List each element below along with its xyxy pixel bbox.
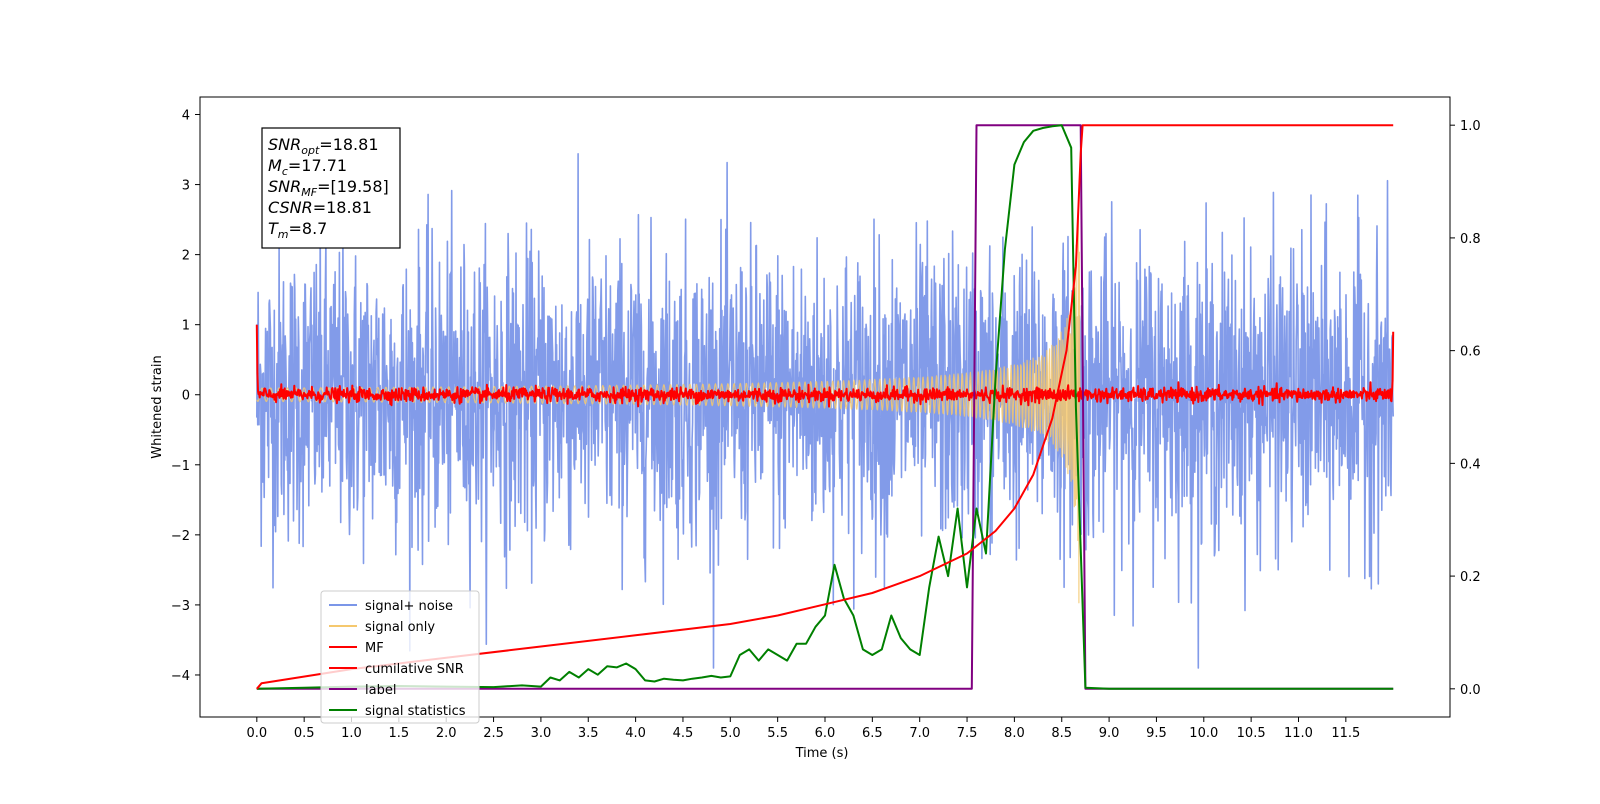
y-tick-label-left: 4 (182, 109, 190, 124)
annotation-line: SNRMF=[19.58] (268, 177, 389, 199)
x-tick-label: 11.5 (1331, 726, 1360, 741)
y-ticks-right: 1.0 0.8 0.6 0.4 0.2 0.0 (1450, 119, 1481, 698)
annotation-frame (261, 127, 401, 249)
y-tick-label-right: 0.0 (1460, 683, 1481, 698)
x-tick-label: 9.0 (1099, 726, 1120, 741)
x-tick-label: 1.0 (341, 726, 362, 741)
x-tick-label: 0.5 (294, 726, 315, 741)
y-tick-label-left: 3 (182, 179, 190, 194)
legend: signal+ noise signal only MF cumilative SNR… (320, 590, 480, 724)
annotation-line: Tm=8.7 (268, 219, 327, 241)
x-tick-label: 4.5 (673, 726, 694, 741)
series-mf (255, 324, 1395, 408)
x-tick-label: 6.5 (862, 726, 883, 741)
x-tick-label: 2.5 (483, 726, 504, 741)
legend-frame (320, 590, 480, 724)
legend-label-signal-statistics: signal statistics (365, 704, 466, 719)
x-tick-label: 8.5 (1051, 726, 1072, 741)
legend-label-signal-only: signal only (365, 620, 435, 635)
x-tick-label: 4.0 (625, 726, 646, 741)
y-tick-label-right: 0.2 (1460, 570, 1481, 585)
x-axis-label: Time (s) (795, 746, 849, 761)
y-tick-label-right: 0.6 (1460, 345, 1481, 360)
legend-label-mf: MF (365, 641, 384, 656)
y-ticks-left: 4 3 2 1 0 −1 −2 −3 −4 (171, 109, 200, 684)
y-tick-label-left: −3 (171, 599, 190, 614)
y-tick-label-right: 0.8 (1460, 232, 1481, 247)
y-tick-label-right: 0.4 (1460, 457, 1481, 472)
x-tick-label: 10.5 (1237, 726, 1266, 741)
x-tick-label: 7.5 (957, 726, 978, 741)
y-tick-label-left: 2 (182, 249, 190, 264)
series-signal-statistics (256, 124, 1394, 690)
legend-label-label: label (365, 683, 396, 698)
y-tick-label-left: 1 (182, 319, 190, 334)
x-tick-label: 0.0 (246, 726, 267, 741)
x-tick-label: 3.5 (578, 726, 599, 741)
legend-label-signal-noise: signal+ noise (365, 599, 453, 614)
y-tick-label-left: −1 (171, 459, 190, 474)
y-axis-label: Whitened strain (150, 355, 165, 458)
x-ticks: 0.0 0.5 1.0 1.5 2.0 2.5 3.0 3.5 4.0 4.5 5.0 5.5 6.0 6… (246, 717, 1360, 741)
x-tick-label: 10.0 (1189, 726, 1218, 741)
x-tick-label: 5.5 (767, 726, 788, 741)
x-tick-label: 11.0 (1284, 726, 1313, 741)
y-tick-label-left: −2 (171, 529, 190, 544)
x-tick-label: 8.0 (1004, 726, 1025, 741)
y-tick-label-left: −4 (171, 669, 190, 684)
x-tick-label: 3.0 (531, 726, 552, 741)
annotation-line: CSNR=18.81 (268, 198, 372, 217)
x-tick-label: 1.5 (389, 726, 410, 741)
annotation-line: SNRopt=18.81 (268, 135, 379, 157)
annotation-line: Mc=17.71 (268, 156, 347, 178)
x-tick-label: 6.0 (815, 726, 836, 741)
x-tick-label: 7.0 (909, 726, 930, 741)
y-tick-label-right: 1.0 (1460, 119, 1481, 134)
x-tick-label: 5.0 (720, 726, 741, 741)
x-tick-label: 2.0 (436, 726, 457, 741)
x-tick-label: 9.5 (1146, 726, 1167, 741)
y-tick-label-left: 0 (182, 389, 190, 404)
legend-label-cumilative-snr: cumilative SNR (365, 662, 464, 677)
stats-annotation-box: SNRopt=18.81Mc=17.71SNRMF=[19.58]CSNR=18… (261, 127, 401, 249)
